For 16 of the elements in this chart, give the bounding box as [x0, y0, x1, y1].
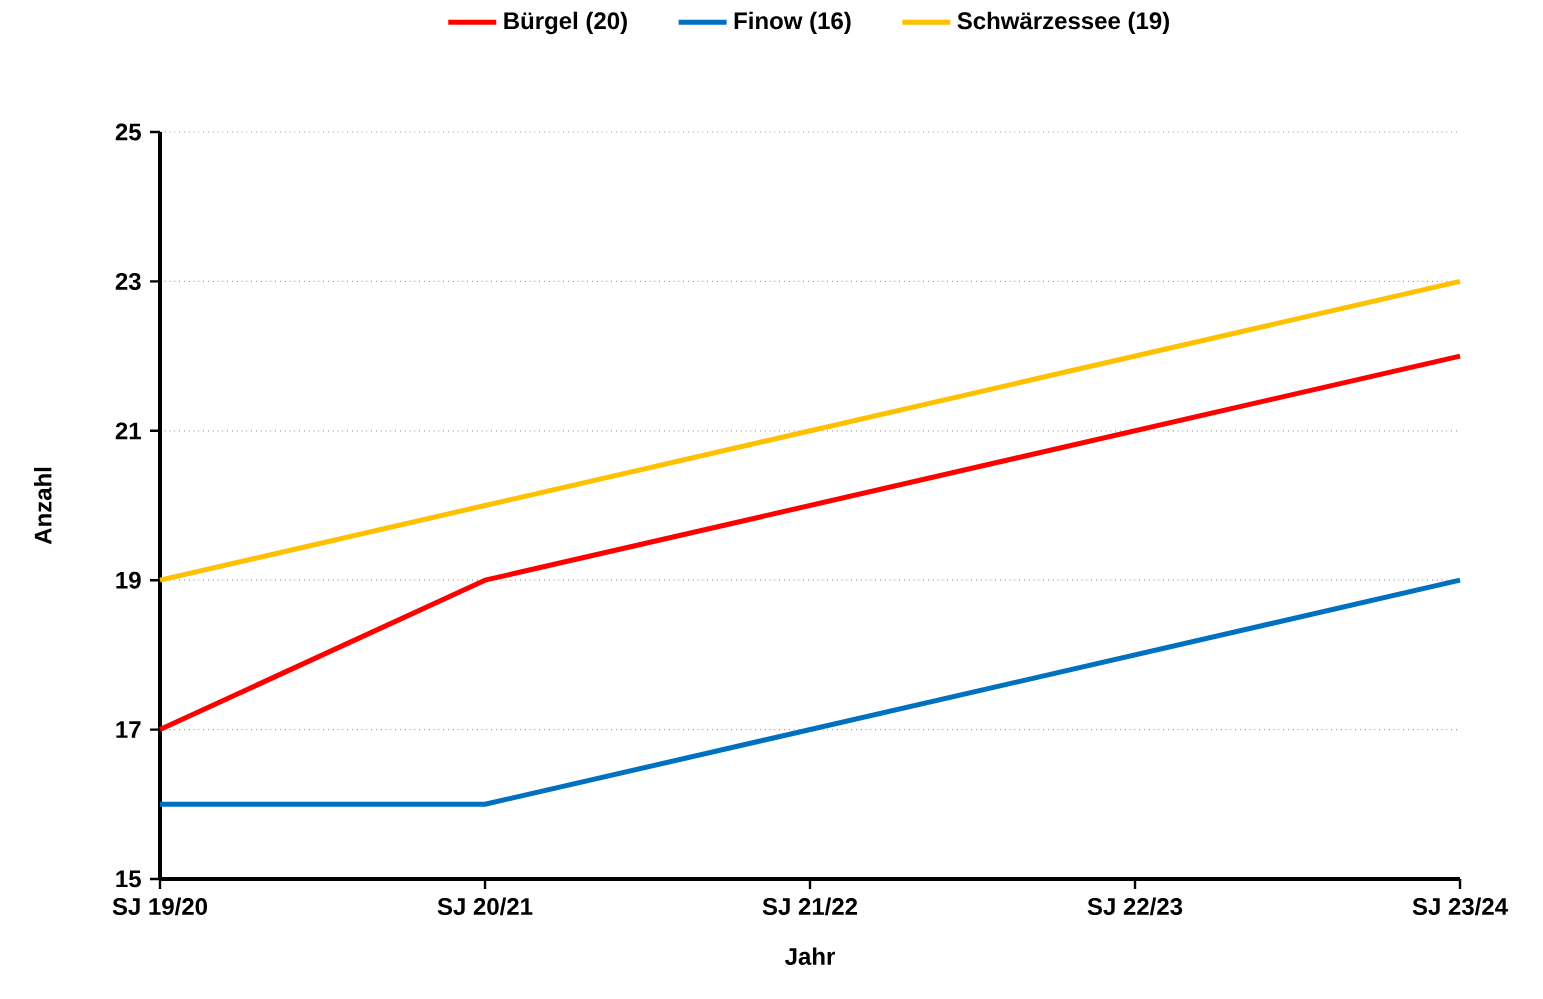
y-tick-label: 15 — [116, 870, 141, 888]
y-tick-label: 23 — [115, 272, 141, 290]
x-tick-label: SJ 19/20 — [112, 897, 208, 916]
x-axis-title: Jahr — [785, 947, 835, 965]
y-tick-label: 21 — [115, 422, 141, 440]
y-tick-label: 19 — [116, 571, 141, 589]
legend-label: Bürgel (20) — [504, 11, 627, 35]
y-tick-label: 25 — [115, 123, 141, 141]
y-tick-label: 17 — [116, 721, 141, 738]
x-tick-label: SJ 22/23 — [1087, 897, 1183, 916]
legend-label: Schwärzessee (19) — [957, 11, 1169, 35]
x-tick-label: SJ 20/21 — [437, 897, 533, 916]
x-tick-label: SJ 23/24 — [1412, 897, 1508, 916]
legend-label: Finow (16) — [734, 11, 851, 35]
y-axis-title: Anzahl — [33, 467, 52, 545]
x-tick-label: SJ 21/22 — [762, 897, 858, 916]
